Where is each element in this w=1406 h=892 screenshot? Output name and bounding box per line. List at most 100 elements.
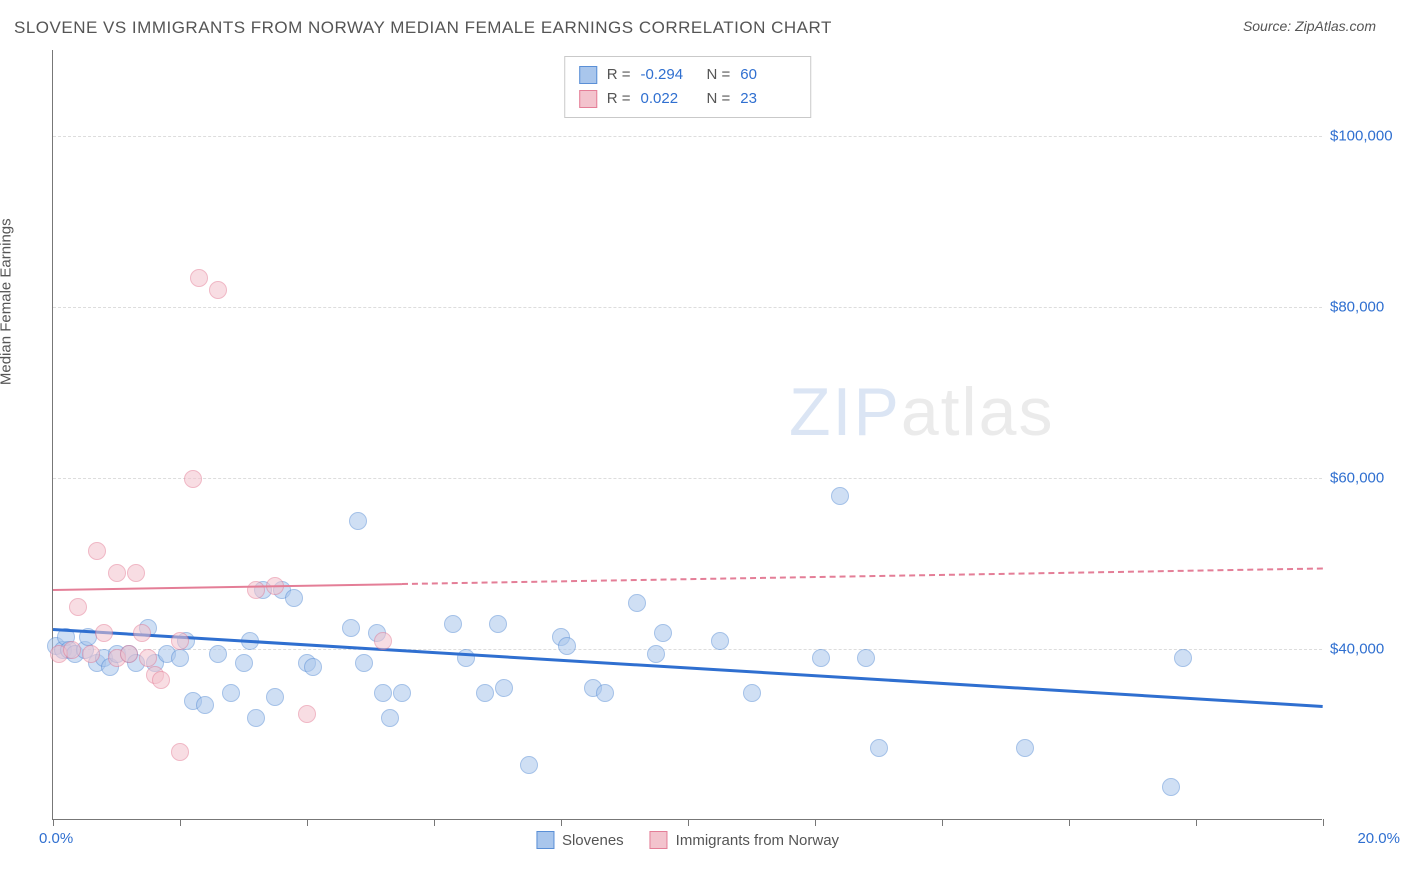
stat-r-label: R = [607,63,631,87]
chart-title: SLOVENE VS IMMIGRANTS FROM NORWAY MEDIAN… [14,18,832,38]
data-point [120,645,138,663]
legend-label: Immigrants from Norway [676,832,839,849]
data-point [266,688,284,706]
data-point [247,709,265,727]
data-point [171,743,189,761]
data-point [654,624,672,642]
stats-row: R = 0.022 N = 23 [579,87,797,111]
x-axis-min-label: 0.0% [39,830,73,847]
stat-n-value: 23 [740,87,796,111]
data-point [743,684,761,702]
data-point [857,649,875,667]
data-point [82,645,100,663]
data-point [222,684,240,702]
data-point [108,564,126,582]
data-point [342,619,360,637]
data-point [298,705,316,723]
x-axis-max-label: 20.0% [1357,830,1400,847]
y-tick-label: $60,000 [1330,469,1400,486]
data-point [1016,739,1034,757]
watermark: ZIPatlas [789,373,1054,451]
data-point [209,281,227,299]
data-point [196,696,214,714]
legend-label: Slovenes [562,832,624,849]
data-point [1162,778,1180,796]
data-point [247,581,265,599]
data-point [381,709,399,727]
chart-container: Median Female Earnings ZIPatlas R =-0.29… [14,50,1392,870]
data-point [628,594,646,612]
gridline [53,649,1322,650]
x-tick [1323,819,1324,826]
data-point [190,269,208,287]
data-point [355,654,373,672]
legend-swatch [650,831,668,849]
stat-n-label: N = [707,87,731,111]
data-point [596,684,614,702]
x-tick [53,819,54,826]
y-tick-label: $100,000 [1330,127,1400,144]
x-tick [1069,819,1070,826]
stat-n-label: N = [707,63,731,87]
legend-swatch [536,831,554,849]
plot-area: ZIPatlas R = -0.294 N = 60R = 0.022 N = 23 0.0… [52,50,1322,820]
data-point [184,470,202,488]
legend-item: Slovenes [536,831,624,849]
data-point [152,671,170,689]
data-point [69,598,87,616]
y-tick-label: $40,000 [1330,640,1400,657]
legend-swatch [579,90,597,108]
correlation-stats-box: R = -0.294 N = 60 R = 0.022 N = 23 [564,56,812,118]
legend-swatch [579,66,597,84]
stat-n-value: 60 [740,63,796,87]
data-point [476,684,494,702]
x-tick [815,819,816,826]
data-point [133,624,151,642]
stat-r-value: 0.022 [641,87,697,111]
x-tick [561,819,562,826]
stat-r-label: R = [607,87,631,111]
data-point [870,739,888,757]
data-point [1174,649,1192,667]
data-point [209,645,227,663]
data-point [520,756,538,774]
x-tick [942,819,943,826]
data-point [374,632,392,650]
x-tick [434,819,435,826]
data-point [171,632,189,650]
data-point [127,564,145,582]
data-point [374,684,392,702]
data-point [304,658,322,676]
data-point [95,624,113,642]
x-tick [180,819,181,826]
data-point [235,654,253,672]
data-point [495,679,513,697]
gridline [53,136,1322,137]
data-point [647,645,665,663]
regression-line [53,583,402,591]
data-point [88,542,106,560]
data-point [171,649,189,667]
gridline [53,478,1322,479]
stat-r-value: -0.294 [641,63,697,87]
data-point [831,487,849,505]
data-point [489,615,507,633]
data-point [812,649,830,667]
data-point [139,649,157,667]
x-tick [1196,819,1197,826]
data-point [444,615,462,633]
data-point [558,637,576,655]
series-legend: Slovenes Immigrants from Norway [536,831,839,849]
data-point [349,512,367,530]
data-point [711,632,729,650]
x-tick [307,819,308,826]
regression-line [402,568,1323,586]
gridline [53,307,1322,308]
source-attribution: Source: ZipAtlas.com [1243,18,1376,34]
data-point [393,684,411,702]
data-point [63,641,81,659]
legend-item: Immigrants from Norway [650,831,839,849]
stats-row: R = -0.294 N = 60 [579,63,797,87]
y-tick-label: $80,000 [1330,298,1400,315]
data-point [285,589,303,607]
